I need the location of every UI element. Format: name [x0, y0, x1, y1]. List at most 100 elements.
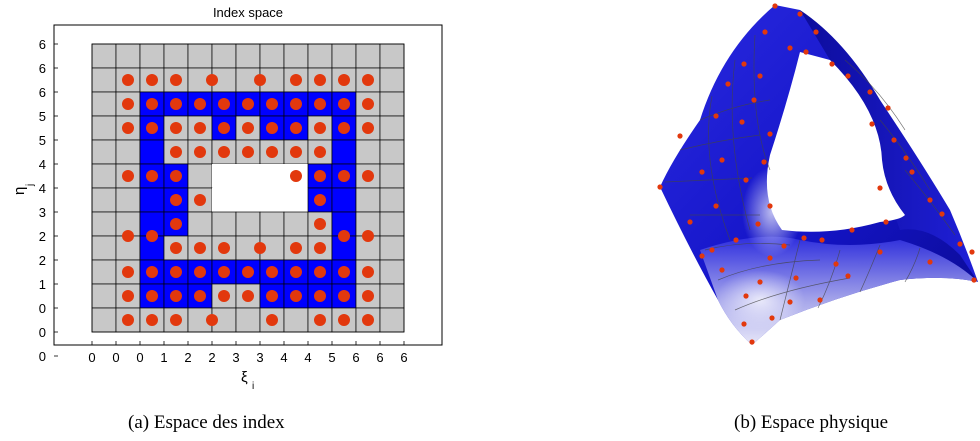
- mesh-line: [734, 277, 851, 311]
- surface-control-point: [767, 131, 773, 137]
- grid-cell: [91, 139, 117, 165]
- y-tick-labels: 6 6 6 5 5 4 4 3 2 2 1 0 0 0: [39, 37, 58, 364]
- mesh-line: [879, 119, 931, 191]
- surface-control-point: [869, 121, 875, 127]
- physical-space-figure: [657, 3, 978, 345]
- grid-cell: [331, 43, 357, 69]
- surface-control-point: [709, 247, 715, 253]
- surface-control-point: [877, 249, 883, 255]
- surface-control-point: [762, 29, 768, 35]
- grid-cell: [115, 307, 141, 333]
- control-point: [338, 170, 350, 182]
- control-point: [254, 242, 266, 254]
- grid-cell: [115, 43, 141, 69]
- control-point: [362, 230, 374, 242]
- surface-control-point: [772, 3, 778, 9]
- x-tick-label: 0: [88, 350, 95, 365]
- control-point: [266, 122, 278, 134]
- x-tick-label: 0: [112, 350, 119, 365]
- control-point: [314, 290, 326, 302]
- control-point: [206, 74, 218, 86]
- surface-control-point: [969, 249, 975, 255]
- control-point: [122, 314, 134, 326]
- control-point: [290, 242, 302, 254]
- surface-control-point: [927, 259, 933, 265]
- grid-cell: [379, 283, 405, 309]
- grid-cell: [212, 164, 236, 188]
- x-tick-label: 3: [232, 350, 239, 365]
- surface-control-point: [885, 105, 891, 111]
- control-point: [314, 314, 326, 326]
- grid-cell: [115, 139, 141, 165]
- y-tick-label: 2: [39, 253, 46, 268]
- control-point: [170, 146, 182, 158]
- surface-control-point: [867, 89, 873, 95]
- control-point: [266, 290, 278, 302]
- control-point: [314, 74, 326, 86]
- grid-border: [91, 43, 405, 333]
- surface-control-point: [845, 273, 851, 279]
- control-point: [218, 242, 230, 254]
- grid-cell: [259, 43, 285, 69]
- grid-cell: [379, 67, 405, 93]
- grid-cell: [379, 43, 405, 69]
- grid-cell: [187, 211, 213, 237]
- x-tick-label: 5: [328, 350, 335, 365]
- grid-cell: [91, 307, 117, 333]
- control-point: [338, 314, 350, 326]
- surface-control-point: [813, 29, 819, 35]
- grid-cell: [379, 187, 405, 213]
- y-tick-label: 4: [39, 157, 46, 172]
- x-tick-label: 0: [136, 350, 143, 365]
- surface-control-point: [743, 293, 749, 299]
- surface-control-point: [939, 211, 945, 217]
- surface-control-point: [687, 219, 693, 225]
- control-point: [338, 230, 350, 242]
- grid-cell: [379, 91, 405, 117]
- grid-cell: [379, 115, 405, 141]
- grid-cell: [283, 211, 309, 237]
- control-point: [290, 122, 302, 134]
- surface-control-point: [751, 97, 757, 103]
- control-point: [146, 122, 158, 134]
- control-point: [362, 290, 374, 302]
- grid-cell: [331, 139, 357, 165]
- y-tick-label: 6: [39, 85, 46, 100]
- caption-index-space: (a) Espace des index: [128, 412, 285, 433]
- surface-control-point: [927, 197, 933, 203]
- control-point: [122, 74, 134, 86]
- x-tick-label: 3: [256, 350, 263, 365]
- control-point: [314, 122, 326, 134]
- control-point: [170, 98, 182, 110]
- control-point: [314, 218, 326, 230]
- control-point: [362, 98, 374, 110]
- control-point: [314, 242, 326, 254]
- control-point: [170, 74, 182, 86]
- grid-cell: [115, 187, 141, 213]
- y-tick-label: 0: [39, 325, 46, 340]
- control-point: [218, 266, 230, 278]
- control-point: [290, 290, 302, 302]
- surface-control-point: [971, 277, 977, 283]
- control-point: [170, 290, 182, 302]
- control-point: [122, 170, 134, 182]
- surface-control-point: [801, 235, 807, 241]
- surface-control-point: [903, 155, 909, 161]
- surface-control-point: [767, 255, 773, 261]
- surface-control-point: [749, 339, 755, 345]
- control-point: [338, 290, 350, 302]
- surface-control-point: [891, 137, 897, 143]
- control-point: [362, 74, 374, 86]
- surface-control-point: [741, 61, 747, 67]
- mesh-line: [664, 177, 753, 183]
- control-point: [170, 194, 182, 206]
- control-point: [242, 98, 254, 110]
- surface-hole: [766, 52, 905, 232]
- y-axis-label: η j: [11, 184, 36, 195]
- grid-cell: [331, 91, 357, 117]
- grid-cell: [91, 235, 117, 261]
- grid-cell: [307, 307, 333, 333]
- control-point: [362, 122, 374, 134]
- y-tick-label: 3: [39, 205, 46, 220]
